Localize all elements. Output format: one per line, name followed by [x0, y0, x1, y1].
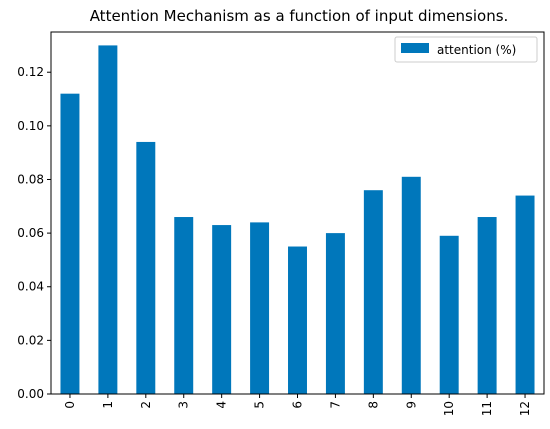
y-tick-label: 0.04 [17, 280, 44, 294]
x-tick-label-9: 9 [404, 401, 418, 409]
y-axis: 0.00 0.02 0.04 0.06 0.08 0.10 0.12 [17, 65, 51, 401]
x-tick-label-8: 8 [366, 401, 380, 409]
legend: attention (%) [394, 36, 538, 63]
bar-1 [98, 45, 118, 394]
y-tick-label: 0.08 [17, 172, 44, 186]
x-tick-label-2: 2 [139, 401, 153, 409]
legend-label: attention (%) [437, 43, 516, 57]
x-tick-label-7: 7 [328, 401, 342, 409]
x-tick-label-0: 0 [63, 401, 77, 409]
bars-group [60, 45, 535, 394]
bar-2 [136, 141, 156, 394]
bar-0 [60, 93, 80, 394]
bar-11 [477, 217, 497, 394]
x-tick-label-6: 6 [291, 401, 305, 409]
bar-8 [363, 190, 383, 394]
chart-title: Attention Mechanism as a function of inp… [90, 7, 509, 25]
y-tick-label: 0.10 [17, 119, 44, 133]
x-tick-label-11: 11 [480, 401, 494, 416]
x-axis: 0 1 2 3 4 5 6 7 8 9 10 11 12 [63, 394, 532, 416]
x-tick-label-4: 4 [215, 401, 229, 409]
bar-7 [325, 233, 345, 394]
y-tick-label: 0.06 [17, 226, 44, 240]
bar-9 [401, 176, 421, 394]
y-tick-label: 0.02 [17, 333, 44, 347]
y-tick-label: 0.00 [17, 387, 44, 401]
bar-12 [515, 195, 535, 394]
x-tick-label-12: 12 [518, 401, 532, 416]
bar-4 [212, 225, 232, 394]
x-tick-label-3: 3 [177, 401, 191, 409]
y-tick-label: 0.12 [17, 65, 44, 79]
bar-3 [174, 217, 194, 394]
bar-5 [250, 222, 270, 394]
x-tick-label-1: 1 [101, 401, 115, 409]
bar-10 [439, 235, 459, 394]
x-tick-label-5: 5 [253, 401, 267, 409]
legend-swatch [401, 43, 429, 53]
x-tick-label-10: 10 [442, 401, 456, 416]
legend-box [394, 36, 538, 63]
bar-6 [288, 246, 307, 394]
plot-frame [50, 31, 545, 395]
